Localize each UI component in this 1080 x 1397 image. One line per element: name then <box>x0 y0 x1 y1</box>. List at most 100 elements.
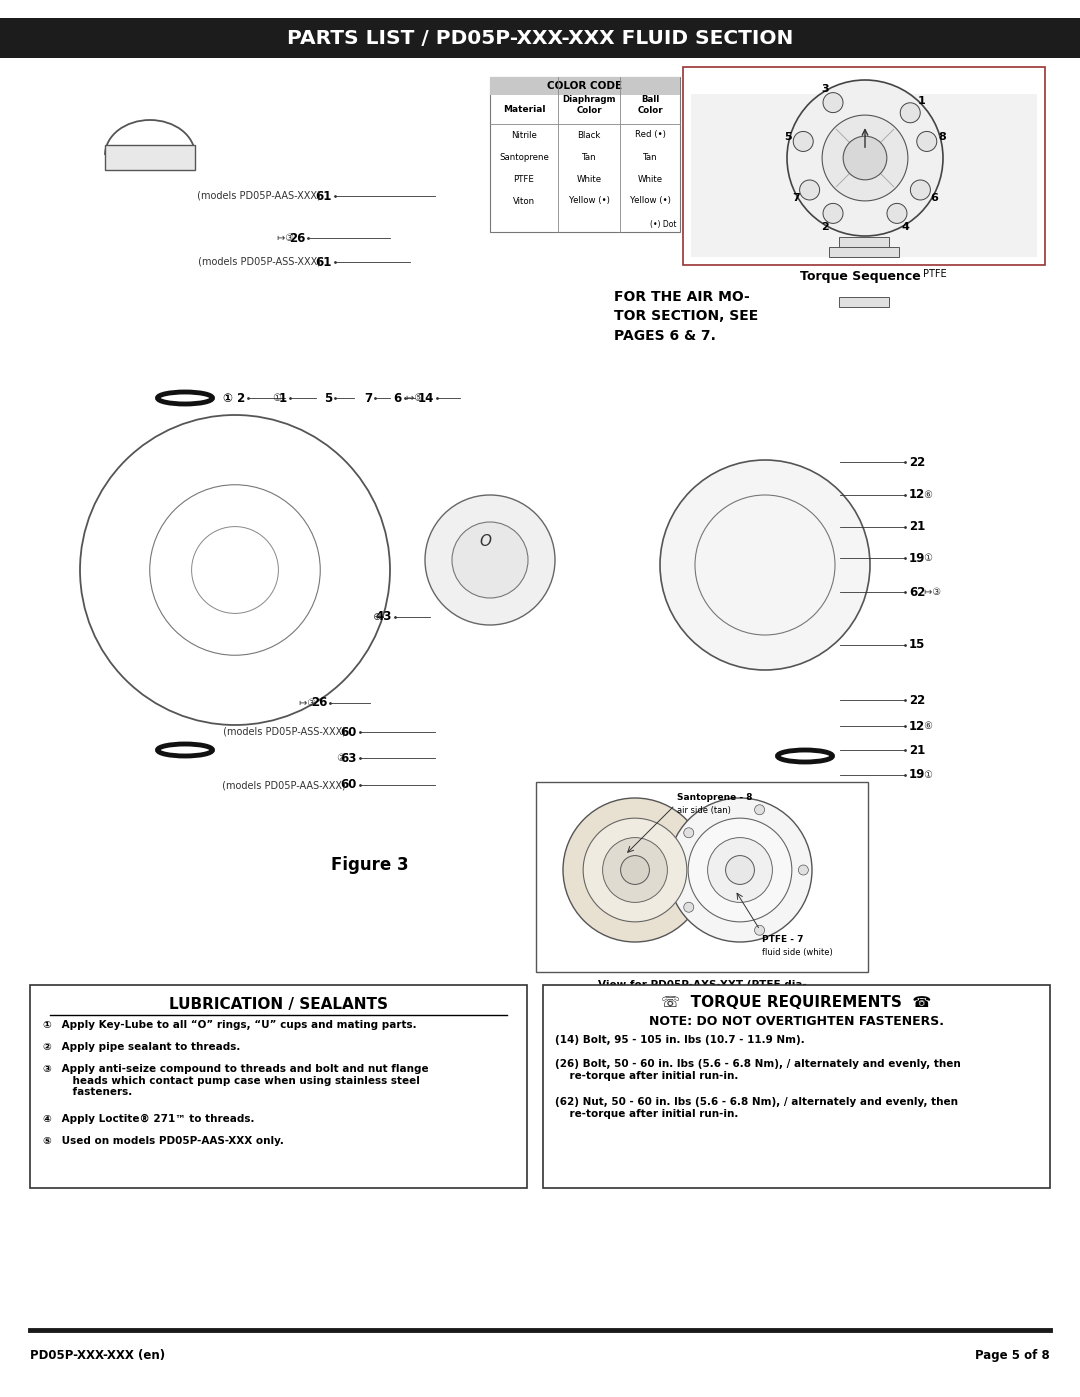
Text: ↦③: ↦③ <box>296 698 316 708</box>
Circle shape <box>603 838 667 902</box>
Text: ↦③: ↦③ <box>274 233 294 243</box>
Text: Tan: Tan <box>643 152 658 162</box>
Bar <box>683 67 1045 265</box>
Text: 4: 4 <box>901 222 909 232</box>
Text: ①: ① <box>270 393 282 402</box>
Text: (models PD05P-AAS-XXX): (models PD05P-AAS-XXX) <box>219 780 346 789</box>
Text: Apply Loctite® 271™ to threads.: Apply Loctite® 271™ to threads. <box>58 1113 255 1125</box>
Bar <box>490 77 680 95</box>
Text: 22: 22 <box>909 455 926 468</box>
Circle shape <box>726 855 755 884</box>
Text: ① 2: ① 2 <box>222 391 245 405</box>
Text: ①: ① <box>921 770 933 780</box>
Circle shape <box>822 115 908 201</box>
Text: PTFE: PTFE <box>514 175 535 183</box>
Text: 61: 61 <box>315 190 332 203</box>
Text: White: White <box>637 175 662 183</box>
Text: Yellow (•): Yellow (•) <box>568 197 609 205</box>
Circle shape <box>787 80 943 236</box>
Bar <box>30 70 1050 950</box>
Text: 5: 5 <box>324 391 332 405</box>
Text: 14: 14 <box>418 391 434 405</box>
Text: (models PD05P-ASS-XXX): (models PD05P-ASS-XXX) <box>220 726 346 738</box>
Circle shape <box>684 902 693 912</box>
Text: 8: 8 <box>939 133 946 142</box>
Text: NOTE: DO NOT OVERTIGHTEN FASTENERS.: NOTE: DO NOT OVERTIGHTEN FASTENERS. <box>649 1016 944 1028</box>
Bar <box>536 782 868 972</box>
Circle shape <box>901 103 920 123</box>
Text: ⑤: ⑤ <box>42 1136 51 1146</box>
Text: O: O <box>480 535 491 549</box>
Text: (models PD05P-ASS-XXX): (models PD05P-ASS-XXX) <box>195 257 321 267</box>
Text: COLOR CODE: COLOR CODE <box>548 81 622 91</box>
Circle shape <box>669 798 812 942</box>
Text: ☏  TORQUE REQUIREMENTS  ☎: ☏ TORQUE REQUIREMENTS ☎ <box>661 995 932 1010</box>
Text: 63: 63 <box>340 752 357 764</box>
Text: PARTS LIST / PD05P-XXX-XXX FLUID SECTION: PARTS LIST / PD05P-XXX-XXX FLUID SECTION <box>287 28 793 47</box>
Text: air side (tan): air side (tan) <box>677 806 731 814</box>
Text: Figure 3: Figure 3 <box>332 856 409 875</box>
Text: 1: 1 <box>279 391 287 405</box>
Bar <box>839 237 889 247</box>
Circle shape <box>621 855 649 884</box>
Text: 26: 26 <box>288 232 305 244</box>
Circle shape <box>917 131 936 151</box>
Text: ③: ③ <box>42 1065 51 1074</box>
Circle shape <box>823 204 843 224</box>
Bar <box>839 298 889 307</box>
Text: Santoprene: Santoprene <box>499 152 549 162</box>
Text: 21: 21 <box>909 521 926 534</box>
Text: Santoprene - 8: Santoprene - 8 <box>677 793 753 802</box>
Circle shape <box>910 180 930 200</box>
Circle shape <box>755 925 765 935</box>
Text: 19: 19 <box>909 768 926 781</box>
Bar <box>543 985 1050 1187</box>
Text: 6: 6 <box>930 193 939 203</box>
Circle shape <box>684 828 693 838</box>
Text: (26) Bolt, 50 - 60 in. lbs (5.6 - 6.8 Nm), / alternately and evenly, then
    re: (26) Bolt, 50 - 60 in. lbs (5.6 - 6.8 Nm… <box>555 1059 961 1081</box>
Text: 15: 15 <box>909 638 926 651</box>
Text: ④: ④ <box>42 1113 51 1125</box>
Text: 19: 19 <box>909 552 926 564</box>
Text: 26: 26 <box>311 697 327 710</box>
Text: 21: 21 <box>909 743 926 757</box>
Text: 60: 60 <box>340 778 357 792</box>
Text: Diaphragm
Color: Diaphragm Color <box>563 95 616 115</box>
Text: 7: 7 <box>792 193 799 203</box>
Text: Used on models PD05P-AAS-XXX only.: Used on models PD05P-AAS-XXX only. <box>58 1136 284 1146</box>
Circle shape <box>426 495 555 624</box>
Bar <box>30 985 527 1187</box>
Bar <box>691 94 1037 257</box>
Text: PTFE: PTFE <box>923 270 947 279</box>
Circle shape <box>843 136 887 180</box>
Text: Page 5 of 8: Page 5 of 8 <box>975 1348 1050 1362</box>
Circle shape <box>563 798 707 942</box>
Text: (•) Dot: (•) Dot <box>650 219 677 229</box>
Text: 12: 12 <box>909 489 926 502</box>
Text: ②: ② <box>42 1042 51 1052</box>
Text: Viton: Viton <box>513 197 535 205</box>
Text: 22: 22 <box>909 693 926 707</box>
Text: Black: Black <box>578 130 600 140</box>
Text: Tan: Tan <box>582 152 596 162</box>
Text: 1: 1 <box>918 96 926 106</box>
Text: 5: 5 <box>784 133 792 142</box>
Text: 3: 3 <box>821 84 828 94</box>
Circle shape <box>887 204 907 224</box>
Text: White: White <box>577 175 602 183</box>
Bar <box>490 77 680 232</box>
Text: PTFE - 7: PTFE - 7 <box>762 935 804 944</box>
Text: 61: 61 <box>315 256 332 268</box>
Text: LUBRICATION / SEALANTS: LUBRICATION / SEALANTS <box>168 997 388 1011</box>
Bar <box>0 18 1080 59</box>
Text: ↦⑤: ↦⑤ <box>403 393 423 402</box>
Text: Apply anti-seize compound to threads and bolt and nut flange
    heads which con: Apply anti-seize compound to threads and… <box>58 1065 429 1097</box>
Text: (14) Bolt, 95 - 105 in. lbs (10.7 - 11.9 Nm).: (14) Bolt, 95 - 105 in. lbs (10.7 - 11.9… <box>555 1035 805 1045</box>
Text: (models PD05P-AAS-XXX): (models PD05P-AAS-XXX) <box>194 191 321 201</box>
Bar <box>829 247 899 257</box>
Text: View for PD05P-AXS-XXT (PTFE dia-
phragm) configuration only.: View for PD05P-AXS-XXT (PTFE dia- phragm… <box>597 981 807 1003</box>
Text: 7: 7 <box>364 391 372 405</box>
Circle shape <box>707 838 772 902</box>
Text: 60: 60 <box>340 725 357 739</box>
Text: 12: 12 <box>909 719 926 732</box>
